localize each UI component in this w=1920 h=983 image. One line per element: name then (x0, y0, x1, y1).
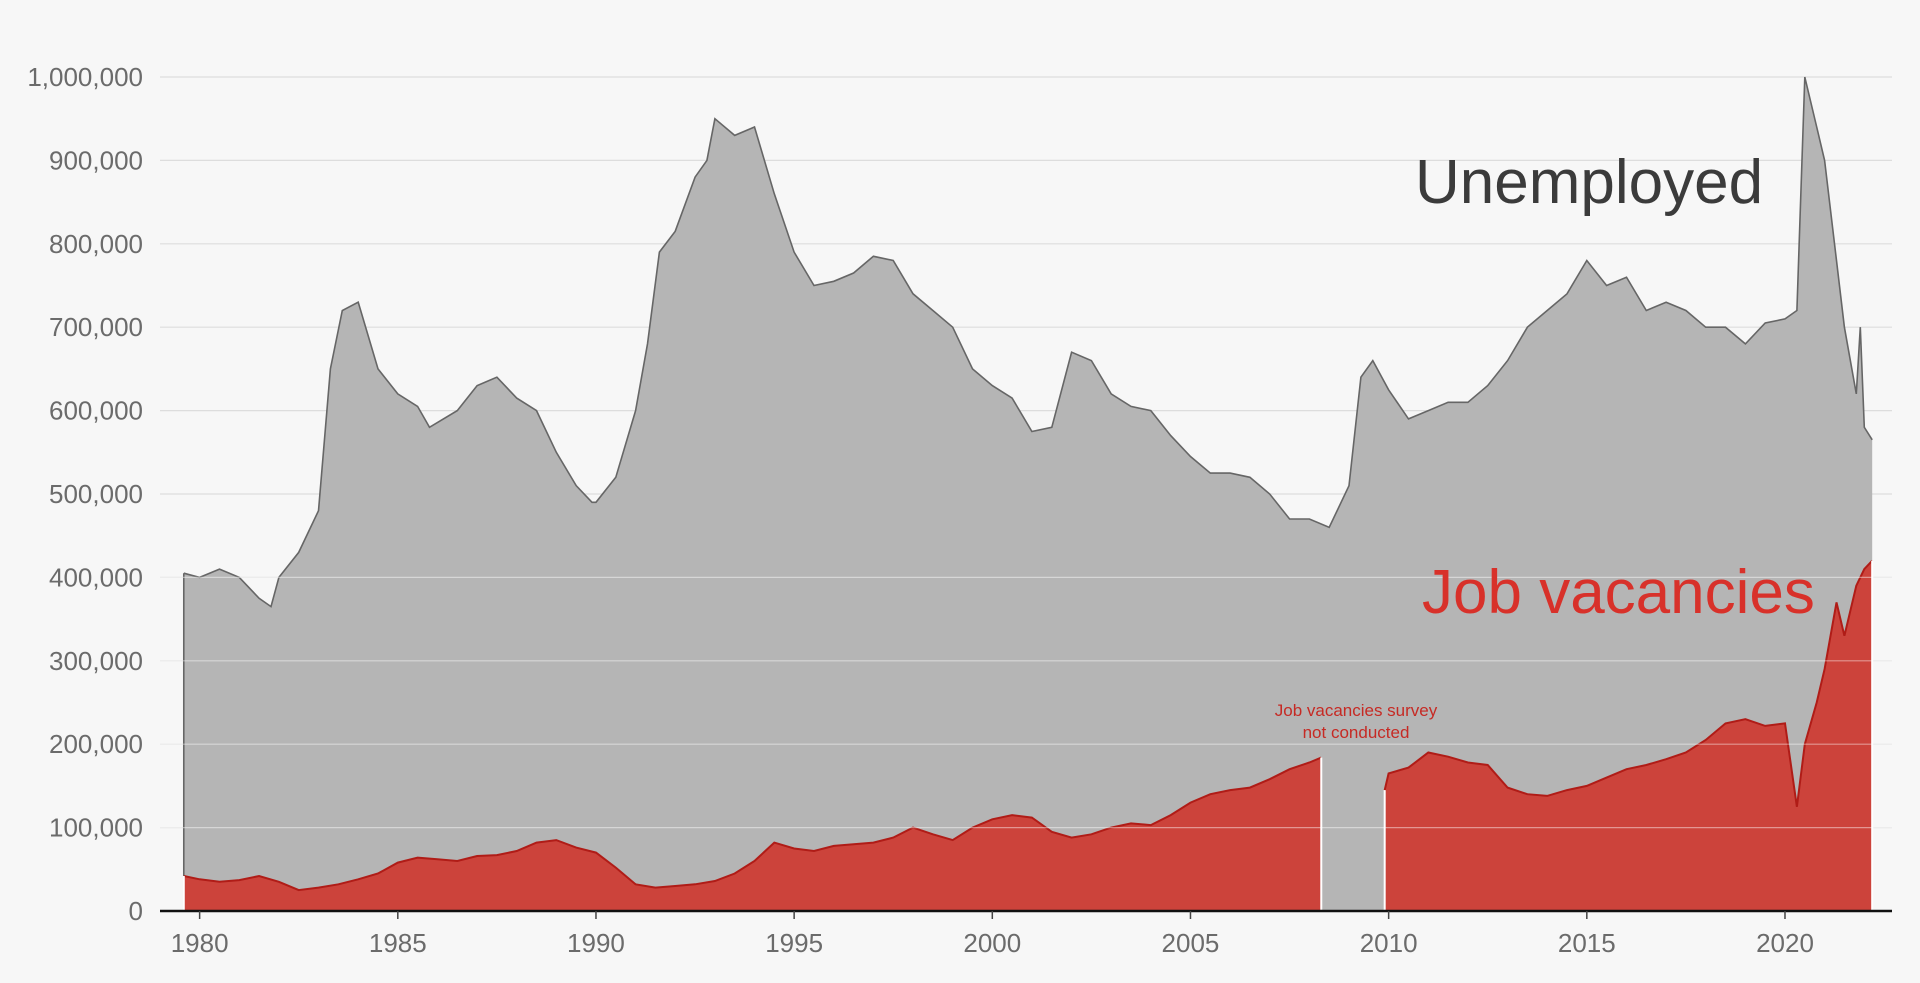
y-tick-label: 1,000,000 (27, 62, 143, 92)
x-tick-label: 2010 (1360, 928, 1418, 958)
x-tick-label: 1990 (567, 928, 625, 958)
area-job-vacancies (1384, 560, 1873, 911)
y-tick-label: 600,000 (49, 396, 143, 426)
y-tick-label: 200,000 (49, 729, 143, 759)
y-tick-label: 700,000 (49, 312, 143, 342)
line-job-vacancies (183, 756, 1322, 892)
annotation-line-1: Job vacancies survey (1275, 701, 1438, 720)
y-tick-label: 300,000 (49, 646, 143, 676)
x-tick-label: 2020 (1756, 928, 1814, 958)
plot-area (160, 76, 1892, 911)
series-label-job-vacancies: Job vacancies (1422, 558, 1815, 627)
x-tick-label: 2005 (1162, 928, 1220, 958)
area-unemployed (183, 77, 1873, 911)
axes: 0 100,000 200,000 300,000 400,000 500,000 600,… (27, 62, 1892, 958)
x-tick-label: 2015 (1558, 928, 1616, 958)
x-tick-label: 1995 (765, 928, 823, 958)
y-tick-label: 100,000 (49, 813, 143, 843)
line-job-vacancies (1383, 560, 1873, 807)
area-job-vacancies (183, 757, 1322, 911)
y-tick-label: 400,000 (49, 562, 143, 592)
x-tick-label: 2000 (963, 928, 1021, 958)
annotation-line-2: not conducted (1303, 723, 1410, 742)
line-unemployed (183, 76, 1873, 608)
y-tick-label: 500,000 (49, 479, 143, 509)
labels: Unemployed Job vacancies Job vacancies s… (1275, 148, 1815, 742)
x-tick-label: 1985 (369, 928, 427, 958)
x-tick-label: 1980 (171, 928, 229, 958)
series-label-unemployed: Unemployed (1415, 148, 1763, 217)
y-tick-label: 800,000 (49, 229, 143, 259)
y-tick-label: 900,000 (49, 145, 143, 175)
y-tick-label: 0 (129, 896, 143, 926)
